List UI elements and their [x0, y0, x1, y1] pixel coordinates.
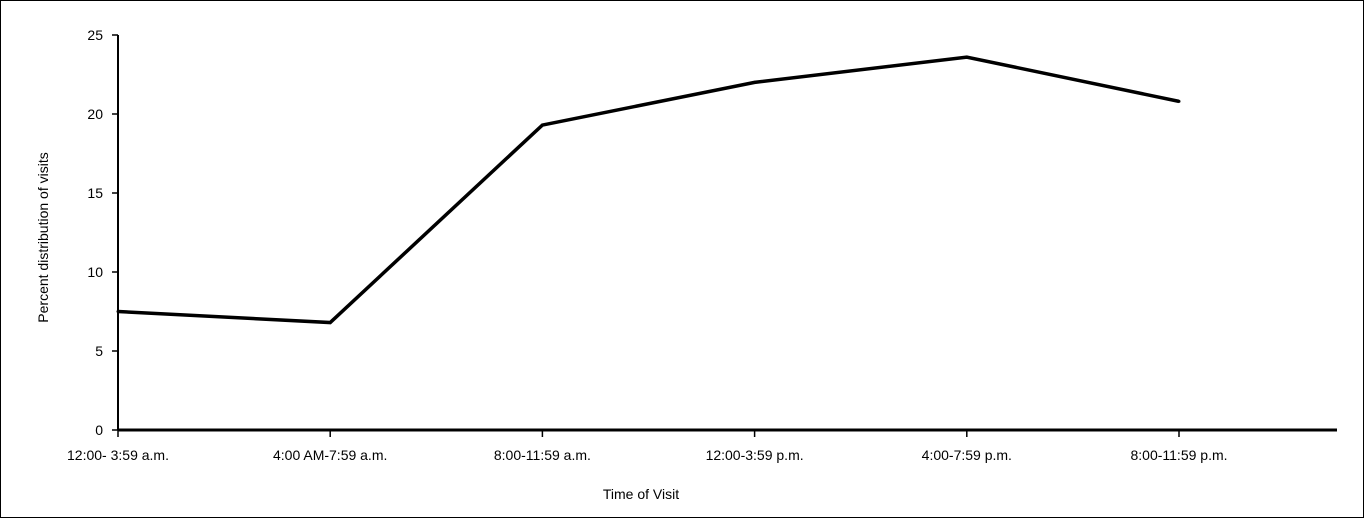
y-tick-label: 0: [95, 422, 103, 438]
data-point: [1177, 99, 1181, 103]
data-point: [540, 123, 544, 127]
data-point: [328, 321, 332, 325]
data-point: [753, 80, 757, 84]
y-tick-label: 10: [87, 264, 103, 280]
x-tick-label: 12:00- 3:59 a.m.: [67, 447, 169, 463]
x-tick-label: 4:00 AM-7:59 a.m.: [273, 447, 387, 463]
y-axis: 0 5 10 15 20 25: [87, 27, 119, 438]
y-tick-label: 5: [95, 343, 103, 359]
y-tick-label: 25: [87, 27, 103, 43]
x-tick-label: 12:00-3:59 p.m.: [706, 447, 804, 463]
x-tick-label: 4:00-7:59 p.m.: [922, 447, 1012, 463]
y-axis-title: Percent distribution of visits: [35, 152, 51, 322]
series-line: [117, 55, 1180, 325]
x-tick-label: 8:00-11:59 p.m.: [1130, 447, 1227, 463]
y-tick-label: 20: [87, 106, 103, 122]
series-group: [116, 55, 1181, 325]
y-tick-label: 15: [87, 185, 103, 201]
x-tick-label: 8:00-11:59 a.m.: [494, 447, 591, 463]
x-axis-title: Time of Visit: [603, 486, 679, 502]
data-point: [116, 310, 120, 313]
data-point: [965, 55, 969, 59]
x-axis: 12:00- 3:59 a.m. 4:00 AM-7:59 a.m. 8:00-11…: [67, 428, 1337, 463]
